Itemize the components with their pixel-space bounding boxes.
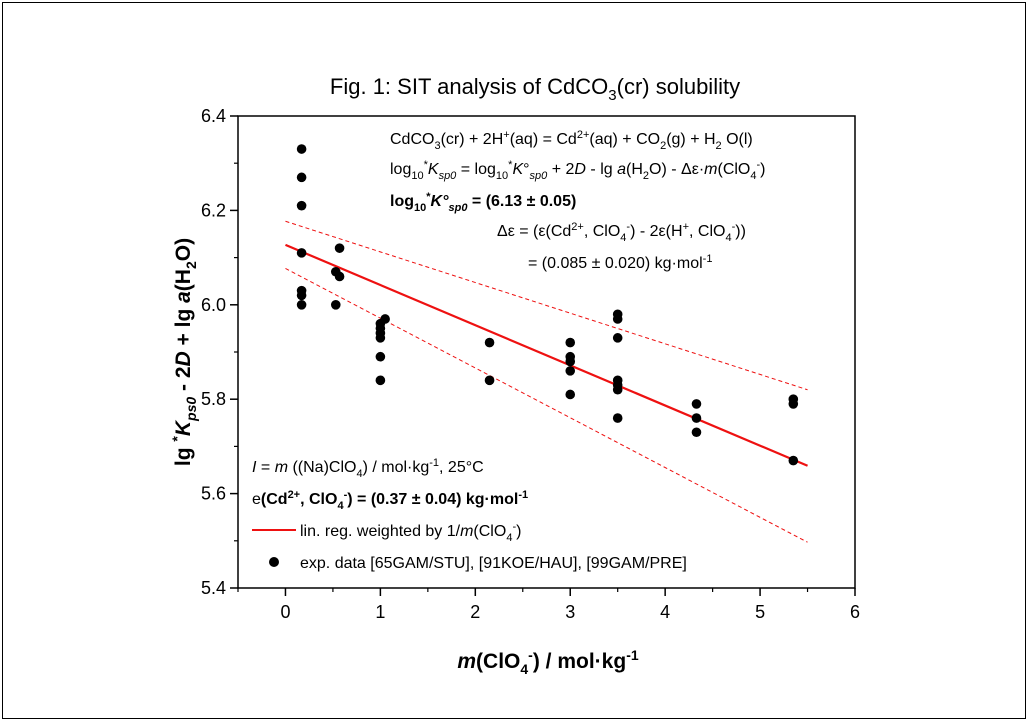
y-tick-label: 5.6 [201, 484, 226, 504]
data-point [375, 375, 386, 386]
data-point [565, 356, 576, 367]
data-point [691, 413, 702, 423]
data-point [691, 427, 702, 438]
data-point [691, 399, 702, 409]
data-point [484, 337, 495, 348]
data-point [612, 384, 623, 395]
data-point [380, 314, 390, 324]
x-tick-label: 6 [850, 602, 860, 622]
x-tick-label: 5 [755, 602, 765, 622]
legend-regression-label: lin. reg. weighted by 1/m(ClO4-) [300, 521, 521, 544]
data-points [296, 144, 799, 466]
y-tick-label: 6.4 [201, 106, 226, 126]
data-point [334, 271, 345, 282]
regression-lines [285, 220, 808, 543]
chart-title: Fig. 1: SIT analysis of CdCO3(cr) solubi… [330, 74, 740, 104]
annotation-log-result: log10*K°sp0 = (6.13 ± 0.05) [390, 191, 576, 214]
confidence-lower-line [285, 268, 808, 543]
data-point [565, 366, 576, 376]
data-point [296, 172, 307, 183]
data-point [788, 399, 799, 409]
data-point [565, 337, 576, 348]
annotation-delta-eps: Δε = (ε(Cd2+, ClO4-) - 2ε(H+, ClO4-)) [497, 221, 746, 244]
data-point [330, 300, 341, 310]
data-point [334, 243, 345, 253]
legend: lin. reg. weighted by 1/m(ClO4-) exp. da… [252, 521, 687, 572]
y-tick-label: 5.8 [201, 389, 226, 409]
data-point [612, 314, 623, 324]
annotation-reaction: CdCO3(cr) + 2H+(aq) = Cd2+(aq) + CO2(g) … [390, 129, 753, 152]
annotation-log-eq: log10*Ksp0 = log10*K°sp0 + 2D - lg a(H2O… [390, 159, 766, 182]
x-tick-label: 2 [470, 602, 480, 622]
x-tick-label: 3 [565, 602, 575, 622]
data-point [375, 351, 386, 362]
x-axis-label: m(ClO4-) / mol·kg-1 [457, 647, 638, 677]
x-tick-label: 1 [375, 602, 385, 622]
data-point [565, 389, 576, 400]
y-tick-label: 6.2 [201, 200, 226, 220]
y-tick-label: 5.4 [201, 578, 226, 598]
data-point [296, 248, 307, 258]
data-point [484, 375, 495, 386]
confidence-upper-line [285, 220, 808, 391]
data-point [375, 333, 386, 343]
data-point [788, 455, 799, 466]
data-point [296, 300, 307, 310]
x-axis: 0 1 2 3 4 5 6 [237, 588, 860, 622]
data-point [612, 333, 623, 343]
annotation-epsilon-cd: e(Cd2+, ClO4-) = (0.37 ± 0.04) kg·mol-1 [252, 489, 528, 512]
regression-line [285, 243, 808, 467]
data-point [296, 144, 307, 154]
y-tick-label: 6.0 [201, 295, 226, 315]
data-point [612, 413, 623, 423]
plot-area [237, 115, 856, 589]
y-axis: 5.4 5.6 5.8 6.0 6.2 6.4 [201, 106, 238, 598]
data-point [296, 290, 307, 301]
x-tick-label: 4 [660, 602, 670, 622]
data-point [296, 200, 307, 211]
legend-data-label: exp. data [65GAM/STU], [91KOE/HAU], [99G… [300, 555, 687, 572]
x-tick-label: 0 [280, 602, 290, 622]
legend-point-swatch [269, 557, 279, 567]
y-axis-label: lg *Kps0 - 2D + lg a(H2O) [169, 238, 199, 466]
annotation-delta-eps-value: = (0.085 ± 0.020) kg·mol-1 [528, 253, 712, 272]
annotation-ionic-strength: I = m ((Na)ClO4) / mol·kg-1, 25°C [252, 457, 484, 480]
